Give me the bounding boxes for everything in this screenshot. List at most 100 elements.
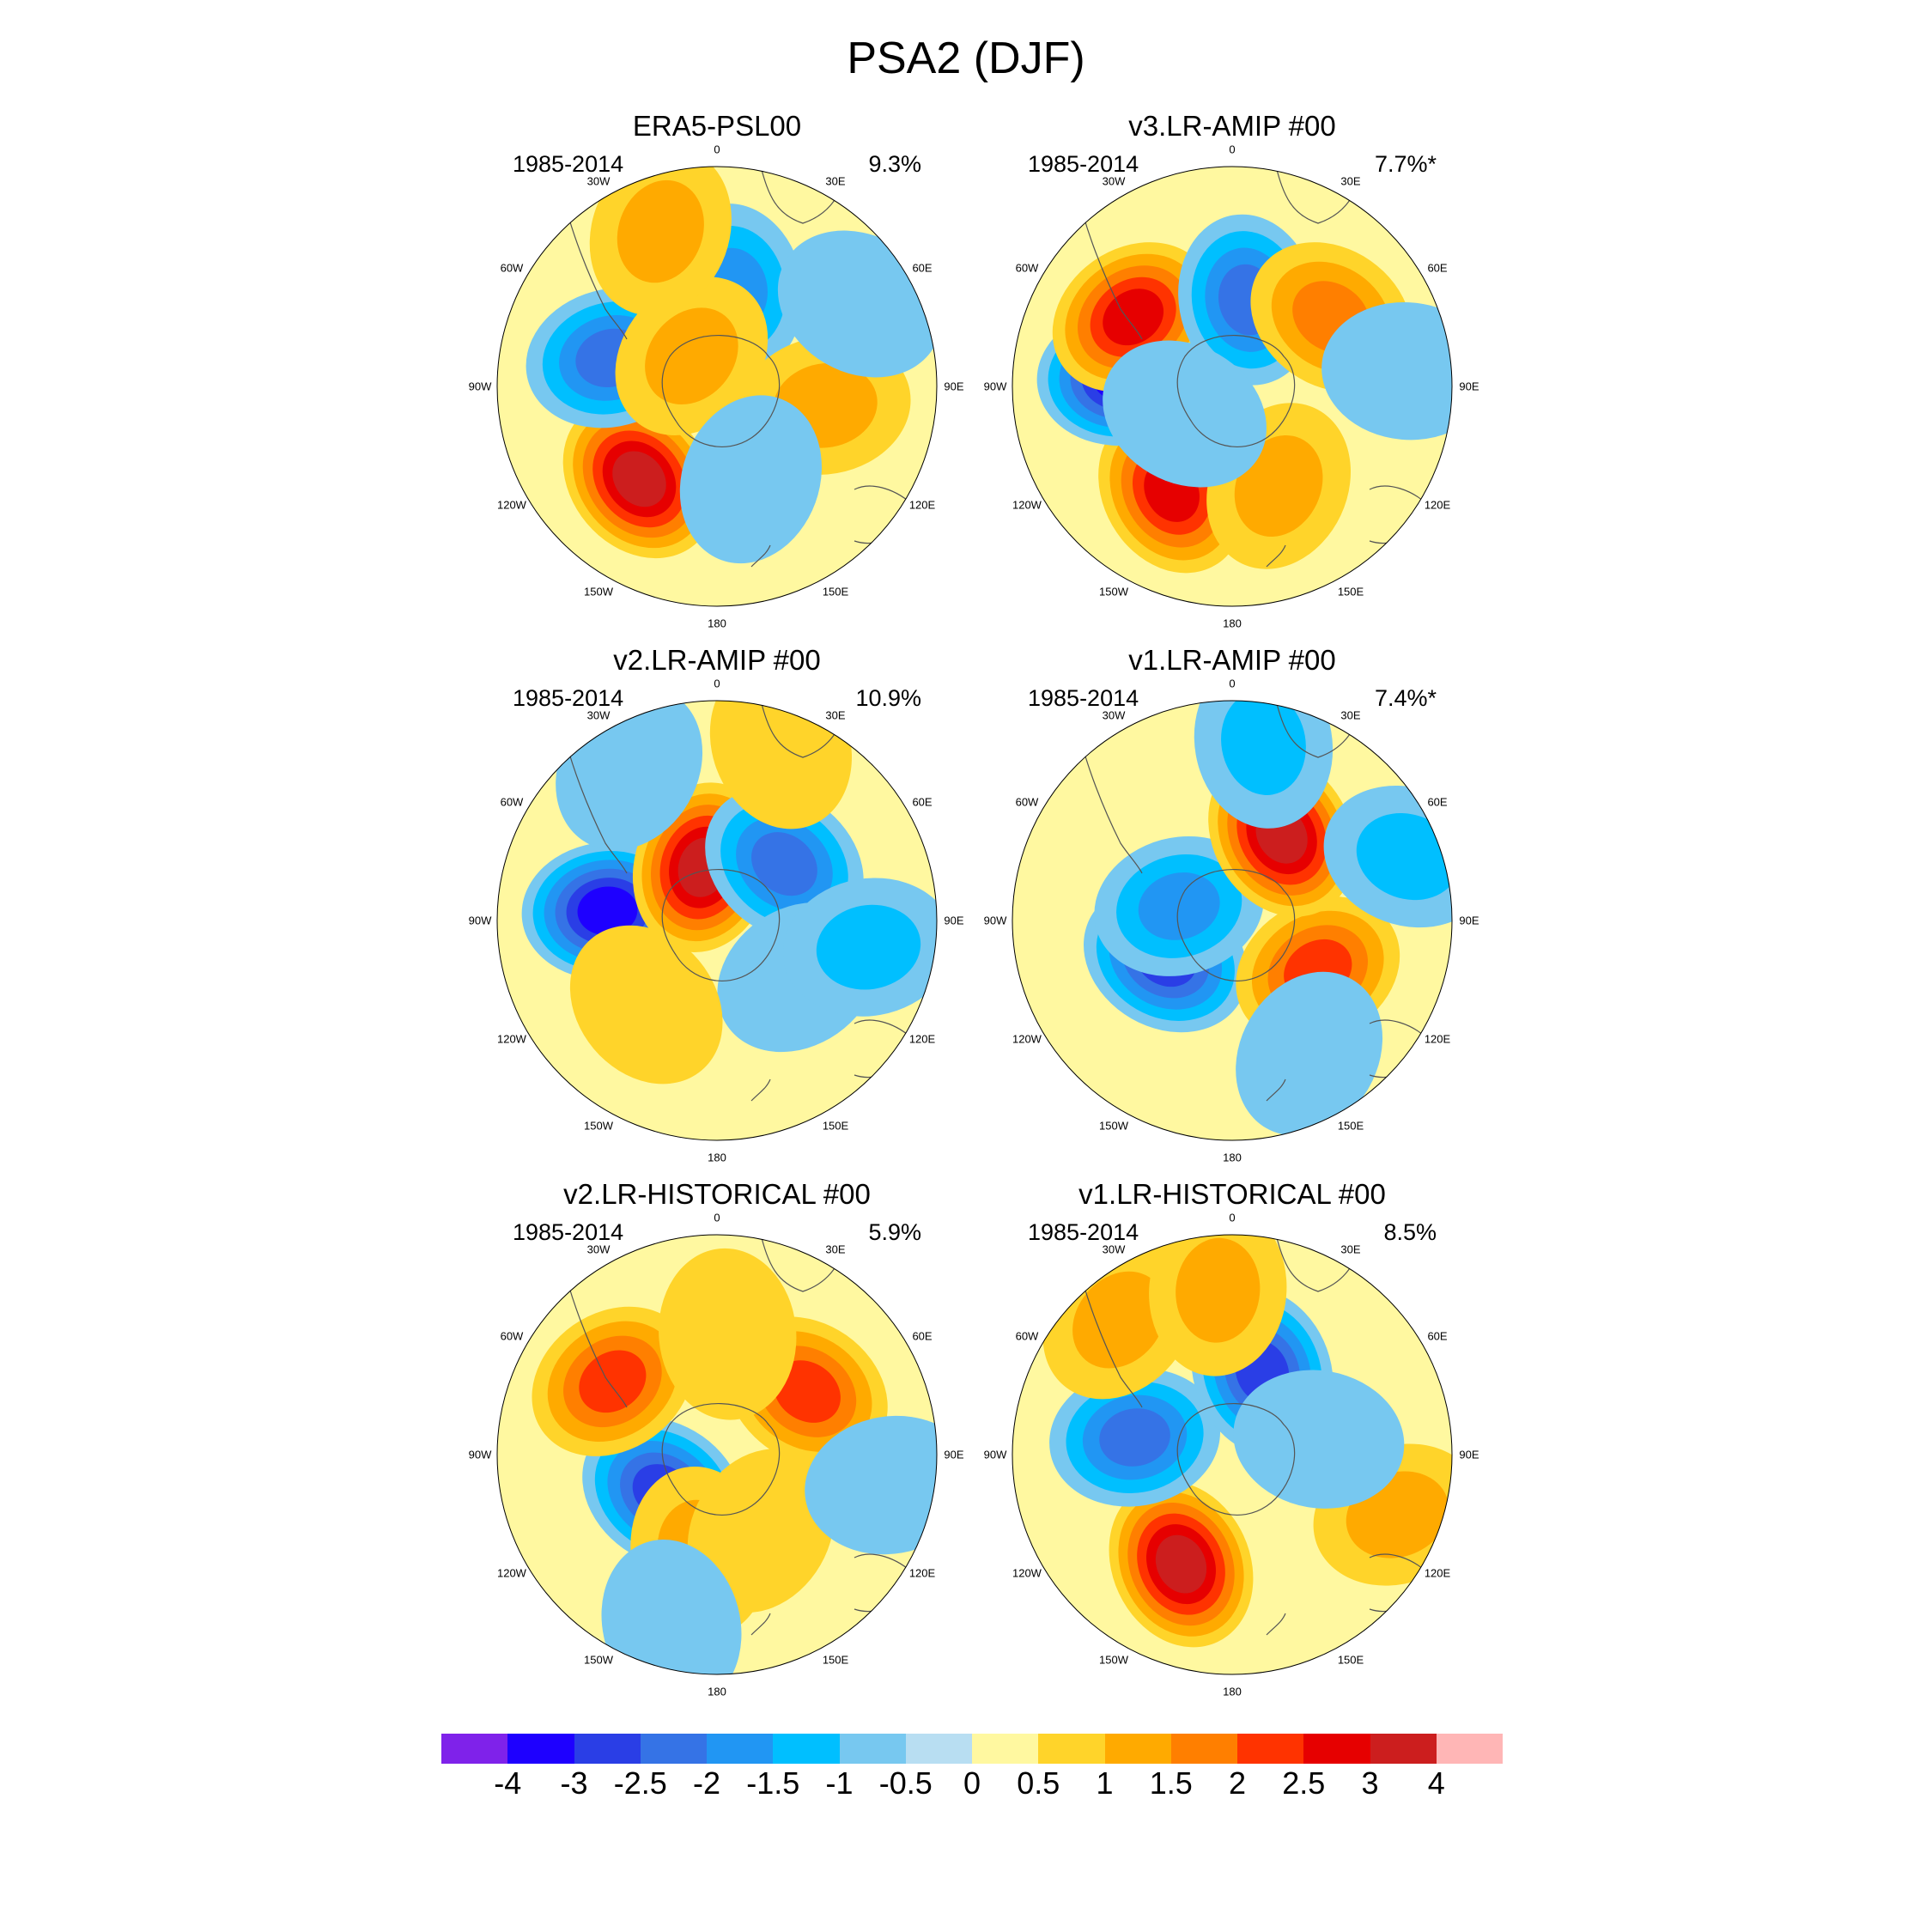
colorbar-tick-label: -2 [692,1765,721,1801]
longitude-label: 30E [825,1242,846,1256]
polar-map-svg [496,1234,938,1675]
colorbar-box [773,1734,840,1764]
new-zealand-coastline [1266,544,1286,568]
colorbar-box [441,1734,508,1764]
antarctica-coastline [661,869,781,981]
longitude-label: 150E [822,1119,849,1133]
map-panel: v2.LR-AMIP #00 1985-2014 10.9% 0 30E 60E 90E 12… [451,644,983,1178]
longitude-label: 90W [983,914,1007,927]
panel-variance: 10.9% [855,685,921,711]
colorbar-box [1436,1734,1503,1764]
longitude-label: 180 [1223,1151,1242,1164]
longitude-label: 150W [584,1653,613,1667]
anomaly-contour [1234,434,1323,538]
longitude-label: 90E [1459,380,1479,393]
anomaly-contour [679,395,822,564]
longitude-label: 60E [912,1329,933,1343]
anomaly-contour [687,1449,835,1613]
colorbar-tick-label: 2 [1228,1765,1247,1801]
map-panel: v3.LR-AMIP #00 1985-2014 7.7%* 0 30E 60E 90E 12… [966,110,1498,644]
longitude-label: 90E [1459,914,1479,927]
longitude-label: 60E [912,261,933,275]
panel-title: ERA5-PSL00 [632,110,802,142]
anomaly-contour [1356,813,1452,901]
panel-period: 1985-2014 [513,1219,624,1245]
colorbar-box [1303,1734,1370,1764]
longitude-label: 30W [1102,708,1126,722]
panel-period: 1985-2014 [1028,685,1139,711]
longitude-label: 150E [1337,1653,1364,1667]
longitude-label: 120W [1012,498,1042,512]
anomaly-contour [773,1360,841,1423]
longitude-label: 150W [584,1119,613,1133]
longitude-label: 30W [1102,174,1126,188]
longitude-label: 90W [468,1448,492,1461]
colorbar-tick-label: 4 [1427,1765,1445,1801]
longitude-label: 150E [1337,1119,1364,1133]
longitude-label: 150W [1099,1653,1128,1667]
panel-period: 1985-2014 [513,151,624,177]
longitude-label: 120W [1012,1566,1042,1580]
colorbar-tick-label: -3 [560,1765,588,1801]
colorbar-tick-label: -1 [825,1765,854,1801]
anomaly-contour [1138,872,1220,940]
longitude-label: 150E [1337,585,1364,598]
anomaly-contour [1072,1271,1166,1369]
longitude-label: 60W [500,795,524,809]
longitude-label: 30W [1102,1242,1126,1256]
longitude-label: 0 [714,1211,720,1224]
longitude-label: 0 [1229,143,1236,156]
polar-map-svg [496,166,938,607]
longitude-label: 30E [825,174,846,188]
anomaly-contour [751,832,817,896]
longitude-label: 120W [496,498,526,512]
anomaly-contour [577,886,638,936]
longitude-label: 0 [1229,677,1236,690]
polar-map [1009,1231,1455,1678]
polar-map [494,163,940,610]
colorbar-tick-label: 1.5 [1149,1765,1193,1801]
longitude-label: 150W [1099,585,1128,598]
colorbar-box [972,1734,1039,1764]
polar-map-svg [1012,166,1453,607]
map-panel: ERA5-PSL00 1985-2014 9.3% 0 30E 60E 90E 120E 150… [451,110,983,644]
longitude-label: 60W [1015,1329,1039,1343]
colorbar [441,1734,1503,1764]
longitude-label: 180 [1223,1685,1242,1698]
colorbar-tick-label: 2.5 [1282,1765,1326,1801]
new-zealand-coastline [750,544,771,568]
antarctica-coastline [1176,869,1296,981]
longitude-label: 180 [708,1685,726,1698]
new-zealand-coastline [750,1613,771,1636]
colorbar-tick-label: -2.5 [613,1765,667,1801]
panel-period: 1985-2014 [513,685,624,711]
colorbar-box [707,1734,774,1764]
panel-period: 1985-2014 [1028,151,1139,177]
panel-title: v1.LR-HISTORICAL #00 [1078,1178,1386,1210]
panel-variance: 9.3% [868,151,921,177]
colorbar-box [1237,1734,1304,1764]
anomaly-contour [579,1350,647,1413]
longitude-label: 120W [1012,1032,1042,1046]
longitude-label: 0 [714,677,720,690]
colorbar-tick-label: 3 [1361,1765,1379,1801]
colorbar-box [1104,1734,1171,1764]
map-boundary [1012,700,1453,1141]
colorbar-box [507,1734,574,1764]
longitude-label: 60E [1427,261,1448,275]
longitude-label: 90W [983,1448,1007,1461]
anomaly-contour [612,451,666,507]
colorbar-box [574,1734,641,1764]
anomaly-contour [1233,1370,1405,1509]
new-zealand-coastline [1266,1078,1286,1102]
longitude-label: 60E [912,795,933,809]
anomaly-contour [645,307,738,405]
longitude-label: 150E [822,1653,849,1667]
longitude-label: 60W [1015,795,1039,809]
longitude-label: 120E [1424,1566,1451,1580]
map-boundary [496,166,938,607]
longitude-label: 30W [586,174,611,188]
anomaly-contour [1221,701,1306,795]
anomaly-contour [1103,340,1267,488]
colorbar-tick-label: 0.5 [1017,1765,1060,1801]
